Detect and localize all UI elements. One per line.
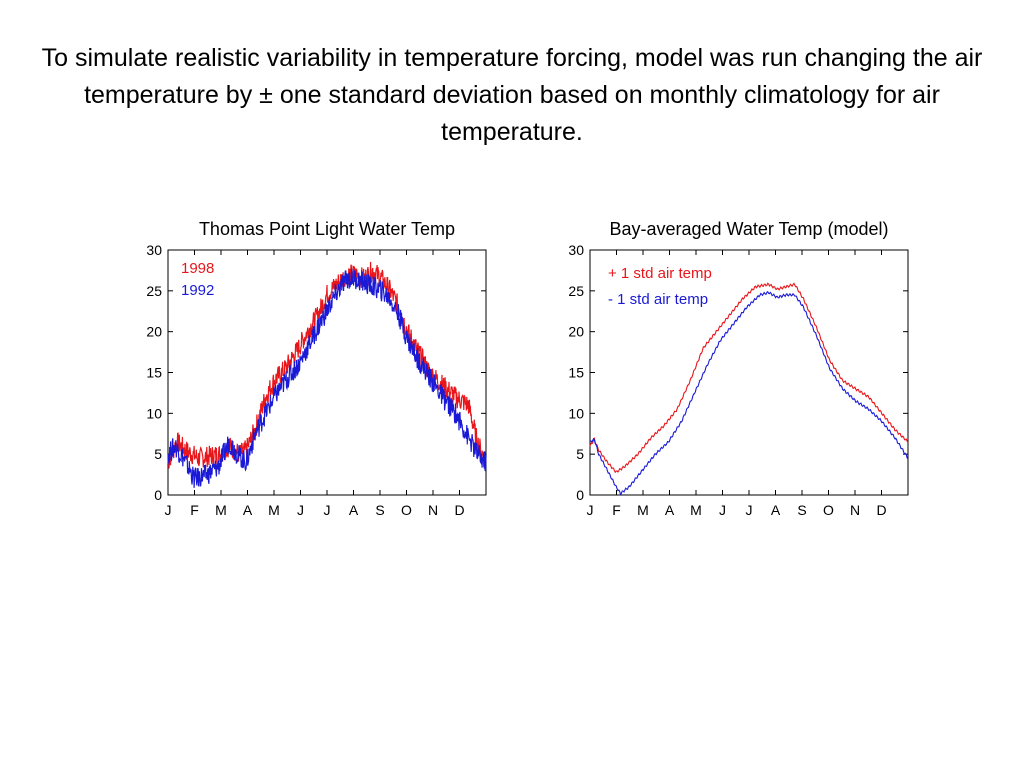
x-tick-label: M xyxy=(215,502,227,518)
y-tick-label: 5 xyxy=(154,446,162,462)
x-tick-label: N xyxy=(428,502,438,518)
y-tick-label: 30 xyxy=(568,242,584,258)
x-tick-label: J xyxy=(165,502,172,518)
legend-entry-1: 1992 xyxy=(181,282,214,299)
y-tick-label: 25 xyxy=(146,283,162,299)
x-tick-label: M xyxy=(268,502,280,518)
series-line-1 xyxy=(167,268,487,488)
x-tick-label: S xyxy=(375,502,384,518)
x-tick-label: M xyxy=(690,502,702,518)
chart-thomas-point-svg: Thomas Point Light Water Temp 0 5 10 15 20 25 3… xyxy=(146,219,487,518)
series-line-0 xyxy=(589,282,909,474)
x-tick-label: M xyxy=(637,502,649,518)
y-tick-label: 0 xyxy=(154,487,162,503)
x-tick-label: J xyxy=(297,502,304,518)
slide-title: To simulate realistic variability in tem… xyxy=(41,44,983,146)
x-tick-label: O xyxy=(823,502,834,518)
y-tick-label: 20 xyxy=(146,324,162,340)
y-tick-label: 10 xyxy=(146,405,162,421)
x-tick-label: J xyxy=(746,502,753,518)
series-line-1 xyxy=(590,290,909,496)
y-tick-label: 10 xyxy=(568,405,584,421)
x-tick-label: N xyxy=(850,502,860,518)
y-tick-label: 30 xyxy=(146,242,162,258)
y-tick-label: 5 xyxy=(576,446,584,462)
x-tick-label: J xyxy=(324,502,331,518)
x-tick-label: S xyxy=(797,502,806,518)
y-tick-label: 20 xyxy=(568,324,584,340)
y-tick-label: 0 xyxy=(576,487,584,503)
y-tick-label: 15 xyxy=(146,365,162,381)
x-tick-label: F xyxy=(190,502,199,518)
x-tick-label: A xyxy=(665,502,675,518)
chart-bay-averaged-svg: Bay-averaged Water Temp (model) 0 5 10 15 20 2… xyxy=(568,219,909,518)
chart-bay-averaged: Bay-averaged Water Temp (model) 0 5 10 15 20 2… xyxy=(552,210,932,530)
chart-title: Bay-averaged Water Temp (model) xyxy=(609,219,888,239)
y-tick-label: 25 xyxy=(568,283,584,299)
x-tick-label: J xyxy=(719,502,726,518)
y-tick-label: 15 xyxy=(568,365,584,381)
x-tick-label: A xyxy=(243,502,253,518)
x-tick-label: F xyxy=(612,502,621,518)
legend-entry-0: 1998 xyxy=(181,260,214,277)
x-tick-label: A xyxy=(771,502,781,518)
x-tick-label: D xyxy=(454,502,464,518)
legend-entry-0: + 1 std air temp xyxy=(608,265,712,282)
x-tick-label: J xyxy=(587,502,594,518)
chart-thomas-point: Thomas Point Light Water Temp 0 5 10 15 20 25 3… xyxy=(130,210,510,530)
plot-frame xyxy=(589,249,909,496)
legend-entry-1: - 1 std air temp xyxy=(608,291,708,308)
x-tick-label: A xyxy=(349,502,359,518)
x-tick-label: O xyxy=(401,502,412,518)
x-tick-label: D xyxy=(876,502,886,518)
chart-title: Thomas Point Light Water Temp xyxy=(199,219,455,239)
